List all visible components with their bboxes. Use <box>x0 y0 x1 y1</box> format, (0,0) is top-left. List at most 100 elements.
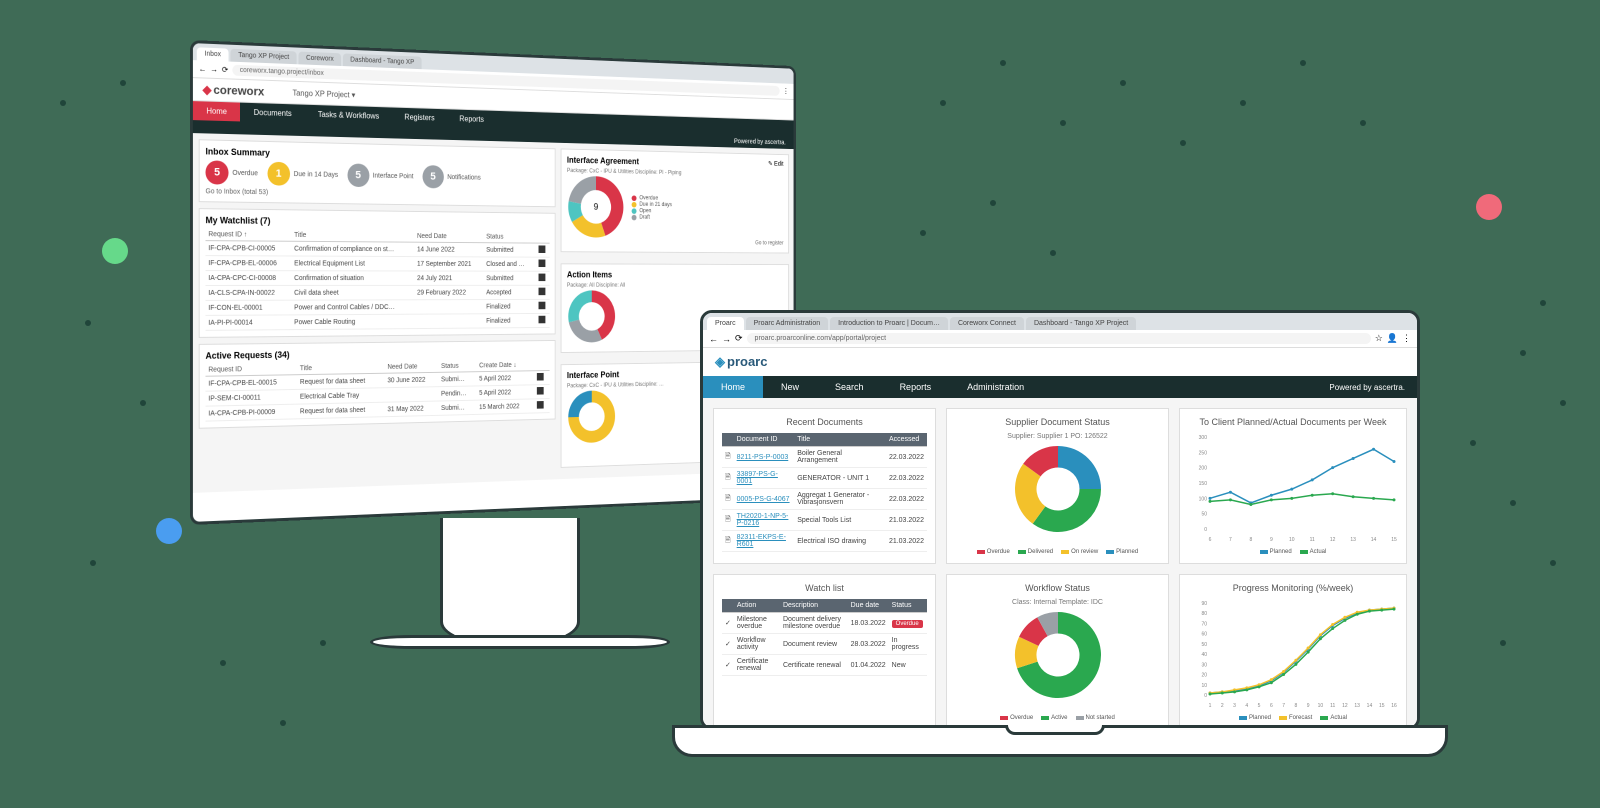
nav-back-icon[interactable]: ← <box>709 334 718 344</box>
decor-dot <box>1470 440 1476 446</box>
table-row[interactable]: 🗎82311-EKPS-E-R601Electrical ISO drawing… <box>722 531 927 552</box>
nav-reports[interactable]: Reports <box>882 376 950 398</box>
col-header[interactable]: Document ID <box>734 433 795 447</box>
doc-link[interactable]: TH2020-1-NP-5-P-0216 <box>737 513 789 527</box>
nav-registers[interactable]: Registers <box>392 108 447 128</box>
svg-text:100: 100 <box>1199 496 1208 502</box>
table-row[interactable]: IF-CPA-CPB-EL-00006Electrical Equipment … <box>205 256 549 272</box>
menu-icon[interactable]: ⋮ <box>783 87 789 95</box>
nav-search[interactable]: Search <box>817 376 882 398</box>
goto-inbox-link[interactable]: Go to Inbox (total 53) <box>205 188 549 200</box>
col-header[interactable]: Title <box>291 230 414 242</box>
cell: Electrical Equipment List <box>291 256 414 271</box>
col-header[interactable]: Title <box>794 433 886 447</box>
svg-text:80: 80 <box>1201 611 1207 617</box>
table-row[interactable]: ✓Milestone overdueDocument delivery mile… <box>722 613 927 634</box>
svg-text:11: 11 <box>1310 537 1315 543</box>
cell: 0005-PS-G-4067 <box>734 489 795 510</box>
col-header[interactable]: Status <box>438 361 476 373</box>
cell: Finalized <box>484 313 534 328</box>
table-row[interactable]: 🗎8211-PS-P-0003Boiler General Arrangemen… <box>722 447 927 468</box>
reload-icon[interactable]: ⟳ <box>222 65 228 74</box>
nav-documents[interactable]: Documents <box>240 103 304 124</box>
summary-item[interactable]: 5 Overdue <box>205 160 257 185</box>
nav-home[interactable]: Home <box>703 376 763 398</box>
goto-register-link[interactable]: Go to register <box>567 239 784 246</box>
laptop-screen: Proarc Proarc Administration Introductio… <box>700 310 1420 730</box>
col-header[interactable]: Status <box>484 232 534 243</box>
col-header[interactable] <box>533 360 550 371</box>
browser-tab[interactable]: Tango XP Project <box>231 49 297 65</box>
table-row[interactable]: IA-CLS-CPA-IN-00022Civil data sheet29 Fe… <box>205 285 549 300</box>
decor-dot <box>1550 560 1556 566</box>
svg-text:4: 4 <box>1245 703 1248 709</box>
browser-tab[interactable]: Coreworx <box>299 52 342 66</box>
nav-fwd-icon[interactable]: → <box>722 334 731 344</box>
col-header[interactable] <box>722 599 734 613</box>
watchlist-table: Request ID ↑TitleNeed DateStatusIF-CPA-C… <box>205 229 549 331</box>
col-header[interactable]: Accessed <box>886 433 927 447</box>
browser-tab[interactable]: Introduction to Proarc | Docum… <box>830 317 948 330</box>
decor-dot <box>940 100 946 106</box>
nav-home[interactable]: Home <box>193 101 240 121</box>
edit-button[interactable]: ✎ Edit <box>768 160 783 178</box>
col-header[interactable]: Due date <box>848 599 889 613</box>
col-header[interactable]: Description <box>780 599 848 613</box>
laptop-notch <box>1005 725 1105 735</box>
app-header: proarc <box>703 348 1417 376</box>
table-row[interactable]: ✓Workflow activityDocument review28.03.2… <box>722 634 927 655</box>
decor-dot <box>1000 60 1006 66</box>
table-row[interactable]: 🗎33897-PS-G-0001GENERATOR - UNIT 122.03.… <box>722 468 927 489</box>
cell: Special Tools List <box>794 510 886 531</box>
interface-agreement-panel: Interface Agreement Package: CxC - IPU &… <box>561 148 789 253</box>
cell: 82311-EKPS-E-R601 <box>734 531 795 552</box>
svg-text:8: 8 <box>1249 537 1252 543</box>
decor-dot <box>60 100 66 106</box>
browser-tab[interactable]: Inbox <box>197 47 229 61</box>
table-row[interactable]: IA-PI-PI-00014Power Cable RoutingFinaliz… <box>205 313 549 330</box>
reload-icon[interactable]: ⟳ <box>735 333 743 344</box>
svg-text:0: 0 <box>1204 527 1207 533</box>
ipoint-donut-chart <box>567 388 617 445</box>
nav-new[interactable]: New <box>763 376 817 398</box>
table-row[interactable]: IF-CPA-CPB-CI-00005Confirmation of compl… <box>205 241 549 258</box>
nav-fwd-icon[interactable]: → <box>210 65 218 74</box>
nav-reports[interactable]: Reports <box>447 109 496 129</box>
table-row[interactable]: ✓Certificate renewalCertificate renewal0… <box>722 655 927 676</box>
active-table: Request IDTitleNeed DateStatusCreate Dat… <box>205 360 549 422</box>
url-field[interactable]: proarc.proarconline.com/app/portal/proje… <box>747 333 1371 344</box>
project-selector[interactable]: Tango XP Project ▾ <box>292 88 355 99</box>
star-icon[interactable]: ☆ <box>1375 333 1383 344</box>
col-header[interactable]: Action <box>734 599 780 613</box>
col-header[interactable]: Request ID ↑ <box>205 229 291 241</box>
summary-item[interactable]: 1 Due in 14 Days <box>267 162 338 187</box>
cell: 01.04.2022 <box>848 655 889 676</box>
menu-icon[interactable]: ⋮ <box>1402 333 1411 344</box>
nav-tasks[interactable]: Tasks & Workflows <box>305 105 392 126</box>
doc-link[interactable]: 33897-PS-G-0001 <box>737 471 778 485</box>
summary-item[interactable]: 5 Interface Point <box>347 163 413 187</box>
col-header[interactable]: Need Date <box>385 361 439 373</box>
doc-link[interactable]: 8211-PS-P-0003 <box>737 454 789 461</box>
browser-tab[interactable]: Coreworx Connect <box>950 317 1024 330</box>
nav-back-icon[interactable]: ← <box>199 64 207 73</box>
svg-text:150: 150 <box>1199 481 1208 487</box>
summary-item[interactable]: 5 Notifications <box>422 165 480 189</box>
nav-admin[interactable]: Administration <box>949 376 1042 398</box>
doc-link[interactable]: 82311-EKPS-E-R601 <box>737 534 786 548</box>
browser-tab[interactable]: Dashboard - Tango XP Project <box>1026 317 1136 330</box>
col-header[interactable] <box>534 232 550 243</box>
cell: 21.03.2022 <box>886 531 927 552</box>
table-row[interactable]: 🗎0005-PS-G-4067Aggregat 1 Generator - Vi… <box>722 489 927 510</box>
col-header[interactable]: Need Date <box>414 231 483 243</box>
cell: 15 March 2022 <box>476 399 533 414</box>
avatar-icon[interactable]: 👤 <box>1387 333 1398 344</box>
browser-tab[interactable]: Proarc <box>707 317 744 330</box>
cell: Power and Control Cables / DDC… <box>291 300 414 315</box>
table-row[interactable]: 🗎TH2020-1-NP-5-P-0216Special Tools List2… <box>722 510 927 531</box>
doc-link[interactable]: 0005-PS-G-4067 <box>737 496 790 503</box>
col-header[interactable] <box>722 433 734 447</box>
browser-tab[interactable]: Proarc Administration <box>746 317 829 330</box>
table-row[interactable]: IA-CPA-CPC-CI-00008Confirmation of situa… <box>205 271 549 286</box>
col-header[interactable]: Status <box>889 599 927 613</box>
